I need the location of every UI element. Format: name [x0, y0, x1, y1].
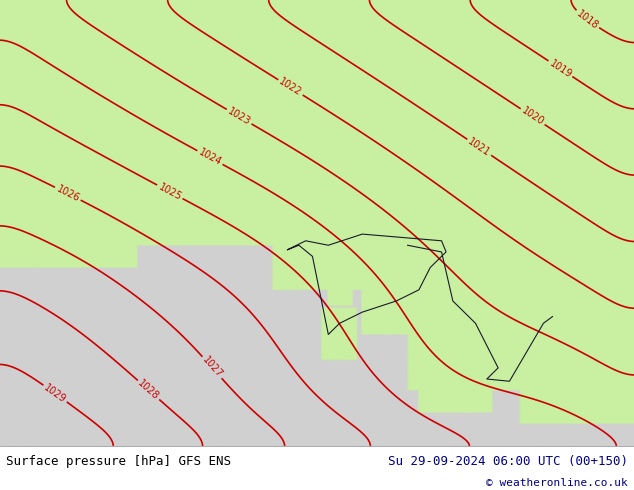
- Text: 1024: 1024: [197, 147, 223, 168]
- Text: 1023: 1023: [226, 106, 252, 127]
- Text: 1025: 1025: [157, 181, 183, 202]
- Text: 1028: 1028: [136, 378, 161, 402]
- Text: 1018: 1018: [574, 8, 600, 31]
- Text: © weatheronline.co.uk: © weatheronline.co.uk: [486, 478, 628, 489]
- Text: 1019: 1019: [547, 58, 573, 80]
- Text: 1021: 1021: [466, 136, 492, 158]
- Text: Su 29-09-2024 06:00 UTC (00+150): Su 29-09-2024 06:00 UTC (00+150): [387, 455, 628, 468]
- Text: 1026: 1026: [55, 184, 81, 204]
- Text: 1020: 1020: [520, 106, 546, 127]
- Text: 1022: 1022: [277, 76, 304, 98]
- Text: Surface pressure [hPa] GFS ENS: Surface pressure [hPa] GFS ENS: [6, 455, 231, 468]
- Text: 1029: 1029: [42, 382, 68, 405]
- Text: 1027: 1027: [200, 355, 224, 380]
